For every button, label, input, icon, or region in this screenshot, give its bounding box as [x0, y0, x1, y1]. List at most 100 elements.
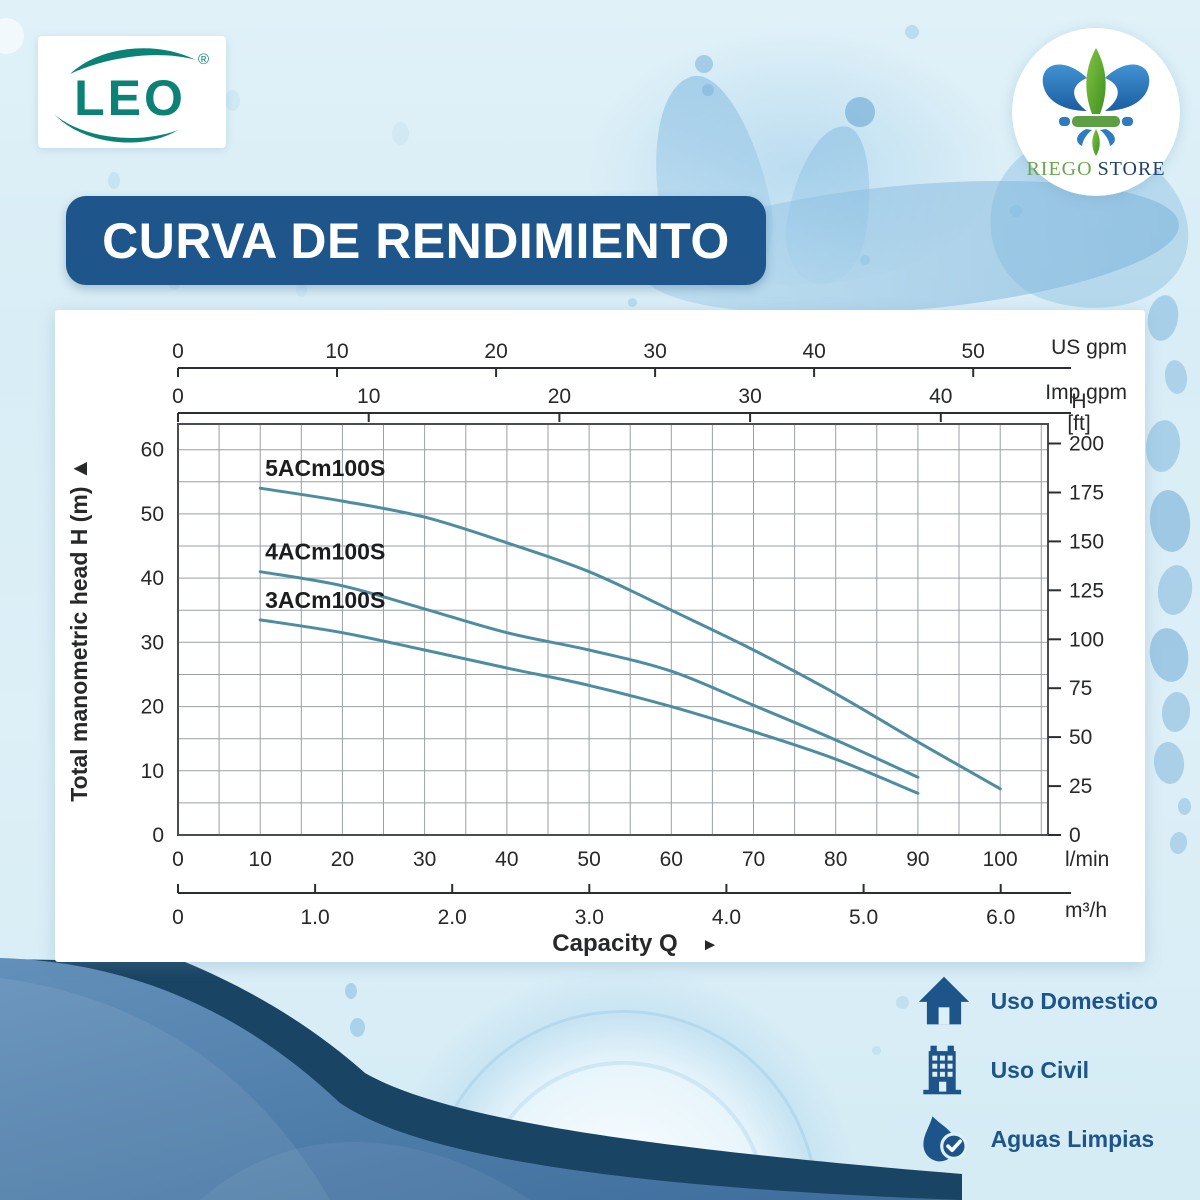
axis-tick-label: 20 [331, 848, 354, 871]
axis-tick-label: 40 [495, 848, 518, 871]
axis-tick-label: 5.0 [849, 906, 878, 929]
wave-highlight [200, 1142, 530, 1200]
axis-tick-label: 30 [643, 340, 666, 363]
feature-uso-domestico: Uso Domestico [917, 974, 1158, 1028]
water-stream-decoration [1144, 292, 1182, 344]
axis-tick-label: 100 [1069, 628, 1104, 651]
water-droplet-decoration [695, 55, 713, 73]
axis-tick-label: 30 [413, 848, 436, 871]
axis-tick-label: 40 [141, 567, 164, 590]
feature-label: Uso Civil [990, 1056, 1089, 1083]
curve-4ACm100S [258, 570, 920, 779]
axis-tick-label: 50 [962, 340, 985, 363]
axis-unit-label: [ft] [1067, 412, 1090, 435]
axis-tick-label: 1.0 [301, 906, 330, 929]
riegostore-logo-text: RIEGO STORE [1026, 158, 1165, 180]
leo-logo-graphic: LEO ® [54, 48, 209, 143]
axis-tick-label: 4.0 [712, 906, 741, 929]
axis-unit-label: H [1071, 390, 1086, 413]
axis-tick-label: 0 [172, 385, 184, 408]
x-axis-arrow: ► [702, 935, 719, 954]
water-droplet-decoration [1168, 830, 1189, 856]
water-stream-decoration [1146, 488, 1194, 554]
axis-tick-label: 40 [802, 340, 825, 363]
wave-highlight [0, 978, 330, 1200]
water-stream-decoration [1145, 625, 1193, 685]
y-axis-title: Total manometric head H (m) ▲ [66, 457, 92, 801]
plot-border [177, 423, 1049, 836]
axis-tick-label: 200 [1069, 433, 1104, 456]
wave-decoration [0, 958, 962, 1200]
axis-tick-label: 150 [1069, 530, 1104, 553]
feature-list: Uso Domestico Uso Civil [917, 974, 1158, 1166]
axis-tick-label: 75 [1069, 677, 1092, 700]
feature-label: Uso Domestico [990, 987, 1158, 1014]
curve-3ACm100S [258, 618, 920, 795]
axis-tick-label: 10 [249, 848, 272, 871]
axis-tick-label: 30 [141, 631, 164, 654]
axis-tick-label: 100 [983, 848, 1018, 871]
curve-label: 3ACm100S [265, 587, 385, 613]
water-droplet-decoration [1178, 798, 1191, 815]
axis-tick-label: 60 [141, 439, 164, 462]
chart-panel: 0 10 20 30 40 50 US gpm 0 10 20 30 40 Imp gpm 0 10 20 30… [55, 310, 1145, 962]
feature-label: Aguas Limpias [990, 1125, 1155, 1152]
axis-tick-label: 10 [141, 760, 164, 783]
water-droplet-decoration [628, 298, 637, 307]
axis-tick-label: 3.0 [575, 906, 604, 929]
axis-tick-label: 50 [141, 503, 164, 526]
water-droplet-decoration [860, 255, 870, 265]
axis-tick-label: 175 [1069, 481, 1104, 504]
axis-tick-label: 0 [1069, 824, 1081, 847]
water-droplet-decoration [896, 996, 909, 1009]
feature-uso-civil: Uso Civil [917, 1043, 1158, 1097]
wave-blue-body [0, 958, 962, 1200]
water-droplet-decoration [0, 18, 24, 54]
water-droplet-decoration [872, 1046, 881, 1055]
axis-unit-label: US gpm [1051, 336, 1127, 359]
water-droplet-decoration [345, 983, 357, 999]
feature-aguas-limpias: Aguas Limpias [917, 1112, 1158, 1166]
axis-tick-label: 0 [172, 906, 184, 929]
water-stream-decoration [1151, 740, 1187, 786]
curve-label: 4ACm100S [265, 539, 385, 565]
axis-tick-label: 40 [929, 385, 952, 408]
riegostore-logo: RIEGO STORE [1012, 28, 1180, 196]
leo-logo: LEO ® [38, 36, 226, 148]
leo-logo-text: LEO [74, 70, 186, 126]
axis-tick-label: 30 [738, 385, 761, 408]
axis-tick-label: 20 [141, 696, 164, 719]
title-banner: CURVA DE RENDIMIENTO [66, 196, 766, 285]
axis-tick-label: 10 [325, 340, 348, 363]
curve-5ACm100S [258, 486, 1002, 791]
axis-tick-label: 20 [548, 385, 571, 408]
axis-tick-label: 125 [1069, 579, 1104, 602]
axis-tick-label: 6.0 [986, 906, 1015, 929]
axis-tick-label: 0 [152, 824, 164, 847]
water-droplet-decoration [350, 1018, 365, 1037]
leo-swoosh-top [70, 48, 196, 74]
water-droplet-decoration [702, 84, 714, 96]
axis-unit-label: Imp gpm [1045, 381, 1127, 404]
water-droplet-decoration [845, 97, 875, 127]
axis-tick-label: 90 [906, 848, 929, 871]
water-droplet-decoration [1010, 205, 1022, 217]
water-droplet-decoration [296, 282, 307, 297]
fleur-de-lis-icon: RIEGO STORE [1026, 48, 1165, 180]
axis-tick-label: 50 [577, 848, 600, 871]
registered-mark: ® [198, 51, 209, 68]
axis-tick-label: 50 [1069, 726, 1092, 749]
performance-chart: 0 10 20 30 40 50 US gpm 0 10 20 30 40 Imp gpm 0 10 20 30… [66, 336, 1127, 957]
water-stream-decoration [1154, 562, 1196, 618]
building-icon [922, 1045, 961, 1095]
water-drop-check-icon [922, 1116, 968, 1162]
axis-unit-label: m³/h [1065, 899, 1107, 922]
water-droplet-decoration [225, 90, 240, 111]
x-axis-title: Capacity Q [552, 930, 677, 957]
water-stream-decoration [1162, 358, 1190, 396]
water-stream-decoration [1143, 418, 1183, 474]
axis-tick-label: 10 [357, 385, 380, 408]
house-icon [918, 976, 969, 1025]
water-droplet-decoration [905, 25, 919, 39]
